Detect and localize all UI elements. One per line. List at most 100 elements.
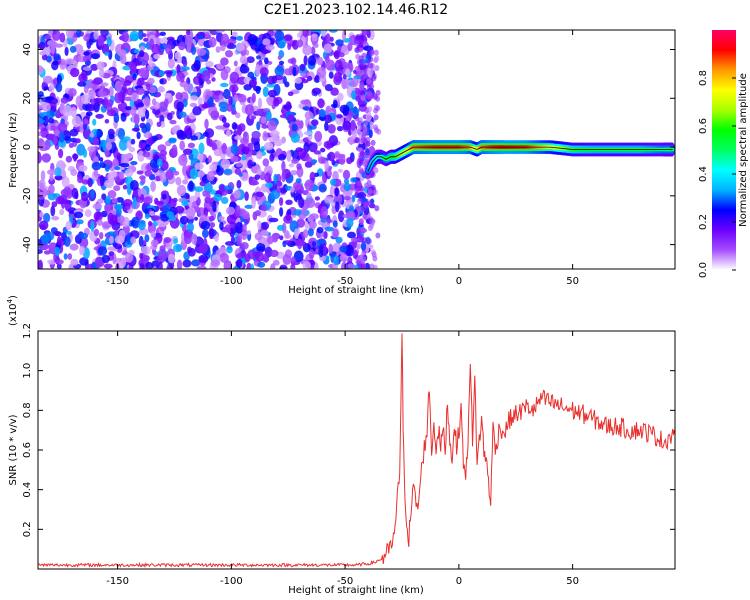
spectrogram-cell — [360, 226, 366, 233]
colorbar-tick-label: 0.4 — [698, 166, 709, 182]
spectrogram-cell — [39, 179, 46, 191]
spectrogram-cell — [142, 33, 147, 38]
spectrogram-cell — [229, 231, 235, 238]
spectrogram-cell — [345, 68, 351, 76]
spectrogram-cell — [74, 211, 84, 219]
spectrogram-cell — [100, 30, 107, 36]
spectrogram-cell — [333, 255, 340, 266]
spectrogram-cell — [186, 207, 195, 220]
spectrogram-cell — [220, 69, 229, 81]
spectrogram-cell — [257, 200, 263, 206]
spectrogram-cell — [117, 49, 127, 57]
spectrogram-cell — [308, 142, 318, 153]
spectrogram-cell — [312, 87, 321, 95]
spectrogram-cell — [332, 220, 338, 228]
spectrogram-cell — [236, 179, 242, 189]
spectrogram-cell — [205, 94, 210, 100]
spectrogram-cell — [183, 83, 193, 92]
spectrogram-cell — [208, 138, 213, 148]
spectrogram-cell — [332, 228, 339, 238]
spectrogram-cell — [361, 256, 367, 263]
spectrogram-cell — [99, 232, 104, 240]
spectrogram-cell — [231, 31, 238, 37]
spectrogram-cell — [189, 102, 198, 108]
spectrogram-cell — [106, 36, 112, 47]
spectrogram-cell — [96, 61, 105, 71]
spectrogram-cell — [267, 235, 274, 245]
spectrogram-cell — [279, 197, 284, 206]
spectrogram-cell — [70, 258, 79, 266]
spectrogram-cell — [270, 263, 276, 269]
spectrogram-cell — [107, 190, 117, 199]
spectrogram-cell — [106, 231, 117, 236]
spectrogram-cell — [185, 35, 193, 47]
spectrogram-cell — [338, 210, 345, 223]
spectrogram-cell — [87, 146, 96, 152]
spectrogram-cell — [236, 35, 243, 41]
spectrogram-cell — [281, 160, 286, 173]
spectrogram-cell — [101, 254, 110, 264]
spectrogram-cell — [168, 253, 176, 264]
spectrogram-cell — [186, 30, 191, 36]
spectrogram-y-ticks: -40 -20 0 20 40 — [22, 43, 675, 253]
spectrogram-cell — [239, 55, 248, 65]
spectrogram-cell — [373, 189, 379, 196]
spectrogram-cell — [167, 112, 173, 121]
spectrogram-cell — [358, 46, 364, 53]
spectrogram-cell — [306, 192, 312, 199]
spectrogram-cell — [299, 63, 306, 72]
spectrogram-cell — [356, 59, 362, 66]
spectrogram-cell — [103, 263, 113, 269]
spectrogram-cell — [112, 158, 119, 167]
spectrogram-cell — [257, 220, 262, 230]
spectrogram-cell — [285, 101, 292, 112]
spectrogram-cell — [209, 164, 218, 172]
spectrogram-cell — [38, 131, 42, 137]
spectrogram-cell — [45, 96, 55, 101]
spectrogram-cell — [262, 38, 271, 46]
spectrogram-cell — [69, 243, 79, 251]
spectrogram-cell — [59, 209, 65, 216]
spectrogram-cell — [119, 163, 130, 168]
spectrogram-cell — [220, 82, 229, 88]
spectrogram-cell — [80, 94, 91, 105]
spectrogram-cell — [212, 200, 217, 212]
spectrogram-cell — [330, 178, 337, 186]
spectrogram-cell — [276, 224, 285, 231]
spectrogram-cell — [144, 96, 150, 107]
snr-y-tick-label: 0.2 — [22, 521, 33, 537]
spectrogram-cell — [346, 217, 354, 228]
spectrogram-cell — [149, 210, 156, 217]
spectrogram-cell — [114, 166, 121, 171]
spectrogram-cell — [347, 42, 353, 52]
spectrogram-cell — [365, 140, 371, 147]
spectrogram-frame — [37, 29, 676, 270]
spectrogram-cell — [320, 147, 326, 153]
spectrogram-cell — [346, 210, 356, 221]
spectrogram-cell — [260, 116, 267, 124]
spectrogram-cell — [198, 142, 205, 155]
spectrogram-cell — [79, 245, 85, 256]
spectrogram-cell — [119, 153, 130, 165]
spectrogram-cell — [363, 201, 369, 208]
spectrogram-cell — [108, 251, 115, 256]
spectrogram-cell — [77, 81, 87, 87]
spectrogram-cell — [256, 55, 261, 60]
spectrogram-cell — [358, 160, 364, 166]
spectrogram-cell — [338, 52, 345, 58]
spectrogram-cell — [302, 44, 312, 56]
spectrogram-cell — [265, 44, 275, 51]
spectrogram-cell — [302, 30, 310, 38]
spectrogram-cell — [194, 216, 198, 221]
spectrogram-cell — [296, 218, 306, 228]
spectrogram-cell — [192, 106, 202, 116]
spectrogram-cell — [159, 245, 166, 252]
spectrogram-cell — [278, 60, 285, 65]
spectrogram-cell — [260, 238, 266, 244]
snr-x-tick-label: 50 — [566, 576, 579, 587]
spectrogram-cell — [114, 80, 123, 93]
spectrogram-cell — [265, 110, 272, 122]
spectrogram-cell — [43, 212, 51, 223]
spectrogram-cell — [360, 263, 366, 269]
spectrogram-cell — [142, 151, 151, 158]
